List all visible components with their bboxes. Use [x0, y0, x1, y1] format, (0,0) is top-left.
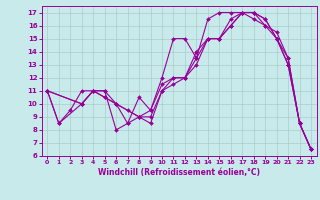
- X-axis label: Windchill (Refroidissement éolien,°C): Windchill (Refroidissement éolien,°C): [98, 168, 260, 177]
